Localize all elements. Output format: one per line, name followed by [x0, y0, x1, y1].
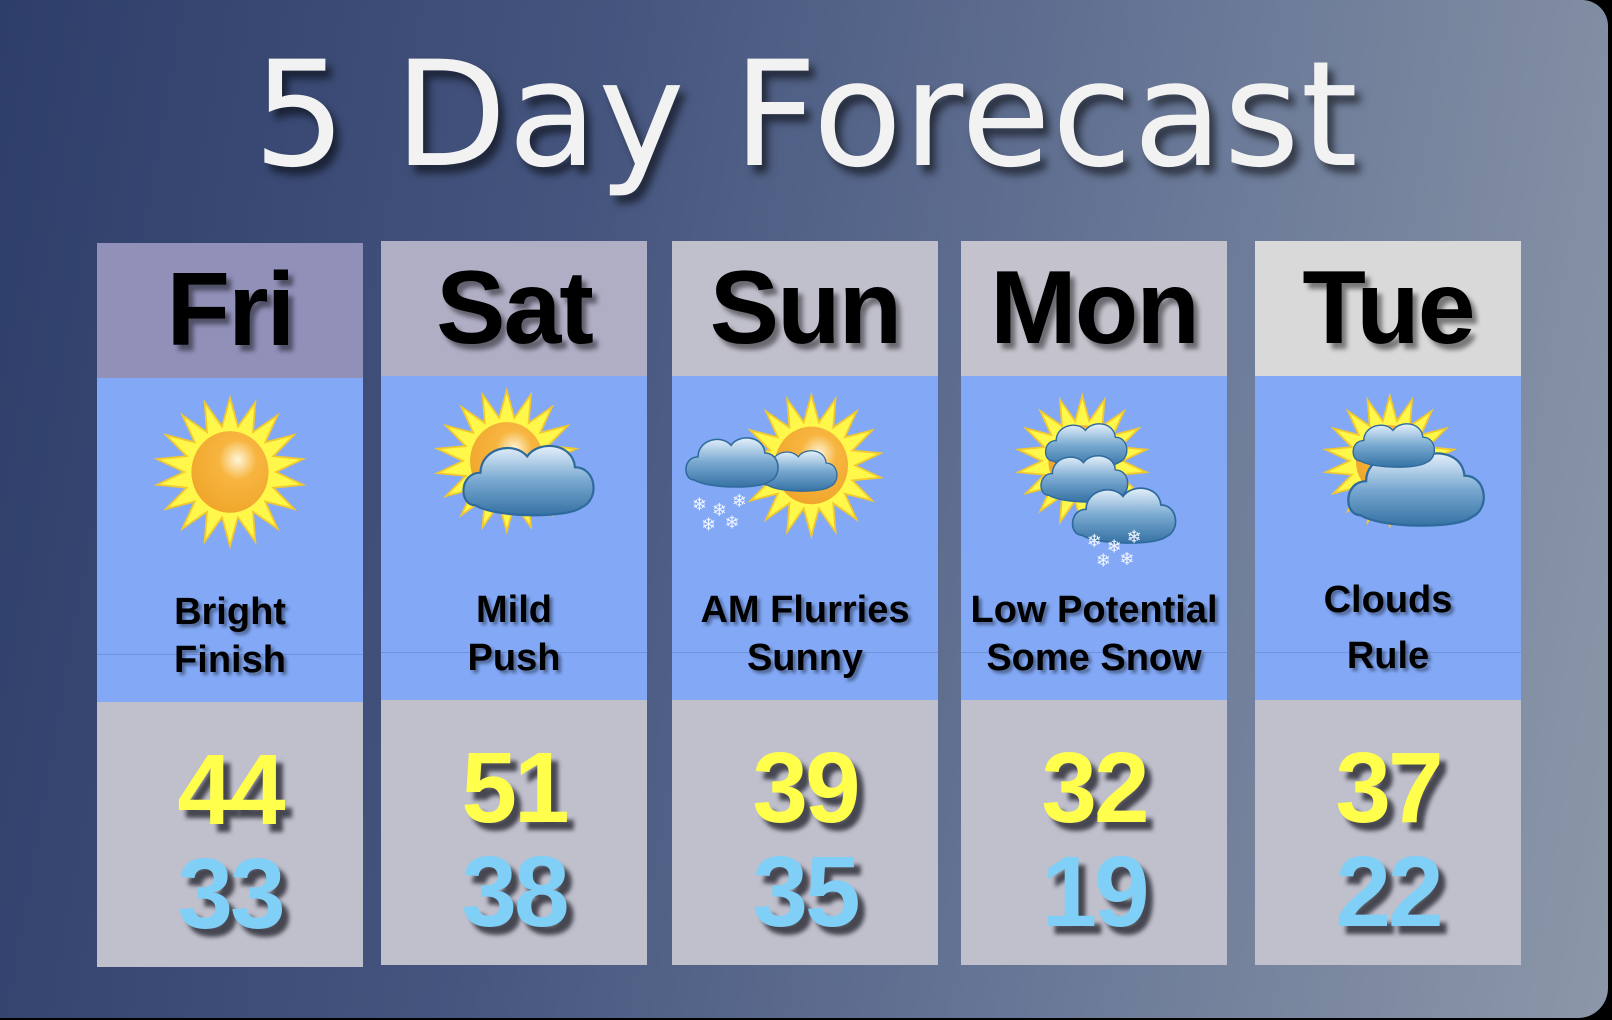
condition-line-2: Rule	[1346, 635, 1430, 677]
condition-line-1: AM Flurries	[700, 589, 910, 631]
temperature-panel: 37 22	[1255, 700, 1521, 965]
temperature-panel: 39 35	[672, 700, 938, 965]
high-temp: 32	[1041, 732, 1149, 844]
svg-text:❄: ❄	[1127, 527, 1142, 548]
partly-cloudy-icon	[433, 386, 595, 535]
svg-text:❄: ❄	[1119, 549, 1134, 570]
condition-line-2: Finish	[174, 639, 286, 681]
page-title: 5 Day Forecast	[253, 30, 1359, 200]
svg-text:❄: ❄	[712, 500, 727, 521]
day-header: Fri	[97, 243, 363, 378]
conditions-panel: Clouds Rule	[1255, 376, 1521, 700]
cloudy-snow-icon: ❄ ❄ ❄❄ ❄	[1014, 392, 1177, 572]
sun-flurries-icon: ❄ ❄ ❄❄ ❄	[685, 391, 885, 540]
conditions-panel: Mild Push	[381, 376, 647, 700]
svg-text:❄: ❄	[1087, 531, 1102, 552]
svg-text:❄: ❄	[1096, 551, 1111, 572]
day-column-tue: Tue Clouds Rule 37 22	[1255, 241, 1521, 965]
condition-line-1: Clouds	[1323, 579, 1453, 621]
svg-text:❄: ❄	[692, 495, 707, 516]
day-column-fri: Fri Bright Finish 44 33	[97, 243, 363, 967]
cloud-shape	[1352, 423, 1435, 468]
day-column-sat: Sat Mild Push 51 38	[381, 241, 647, 965]
temperature-panel: 44 33	[97, 702, 363, 967]
divider	[97, 654, 363, 655]
mostly-cloudy-icon	[1322, 392, 1485, 530]
divider	[1255, 652, 1521, 653]
svg-text:❄: ❄	[1107, 536, 1122, 557]
svg-text:❄: ❄	[724, 513, 739, 534]
day-header: Mon	[961, 241, 1227, 376]
day-column-sun: Sun ❄ ❄ ❄ ❄ ❄ AM Flurries Sunny 39 35	[672, 241, 938, 965]
day-column-mon: Mon ❄ ❄ ❄ ❄ ❄ Low Potential Some Snow 32 19	[961, 241, 1227, 965]
condition-line-1: Bright	[174, 591, 286, 633]
high-temp: 39	[752, 732, 860, 844]
sunny-icon	[153, 394, 307, 550]
day-header: Tue	[1255, 241, 1521, 376]
sun-shape	[153, 394, 307, 550]
high-temp: 51	[461, 732, 569, 844]
low-temp: 35	[752, 836, 860, 948]
low-temp: 22	[1335, 836, 1443, 948]
cloud-shape	[462, 444, 595, 517]
cloud-shape	[1347, 452, 1485, 527]
day-header: Sat	[381, 241, 647, 376]
divider	[381, 652, 647, 653]
cloud-shape	[1071, 487, 1177, 544]
condition-line-1: Low Potential	[970, 589, 1218, 631]
low-temp: 38	[461, 836, 569, 948]
condition-line-2: Some Snow	[986, 637, 1202, 679]
temperature-panel: 51 38	[381, 700, 647, 965]
svg-text:❄: ❄	[732, 491, 747, 512]
condition-line-2: Push	[467, 637, 561, 679]
low-temp: 19	[1041, 836, 1149, 948]
low-temp: 33	[177, 838, 285, 950]
temperature-panel: 32 19	[961, 700, 1227, 965]
conditions-panel: ❄ ❄ ❄ ❄ ❄ Low Potential Some Snow	[961, 376, 1227, 700]
svg-text:❄: ❄	[701, 515, 716, 536]
divider	[961, 652, 1227, 653]
condition-line-1: Mild	[476, 589, 552, 631]
high-temp: 44	[177, 734, 285, 846]
conditions-panel: Bright Finish	[97, 378, 363, 702]
day-header: Sun	[672, 241, 938, 376]
snowflakes: ❄ ❄ ❄❄ ❄	[692, 491, 747, 536]
snowflakes: ❄ ❄ ❄❄ ❄	[1087, 527, 1142, 572]
cloud-shape	[685, 437, 779, 488]
high-temp: 37	[1335, 732, 1443, 844]
conditions-panel: ❄ ❄ ❄ ❄ ❄ AM Flurries Sunny	[672, 376, 938, 700]
divider	[672, 652, 938, 653]
condition-line-2: Sunny	[746, 637, 864, 679]
